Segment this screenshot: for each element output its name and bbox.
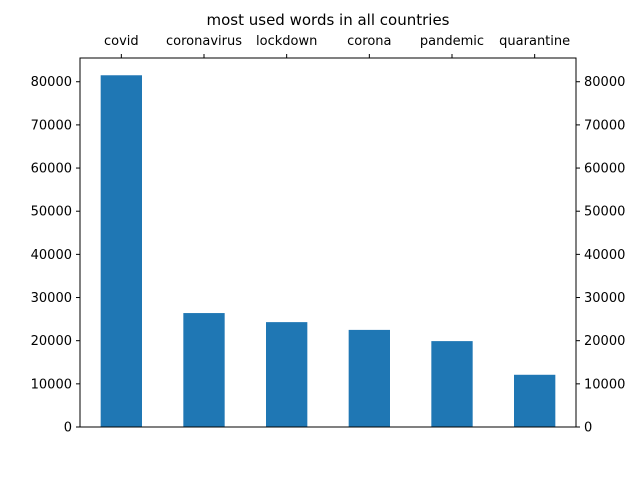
plot-area: covid coronavirus lockdown corona pandemic qu… <box>31 34 626 436</box>
bar-pandemic <box>431 341 473 427</box>
y-tick-label-right-30000: 30000 <box>584 291 625 306</box>
y-tick-label-left-20000: 20000 <box>31 334 72 349</box>
y-tick-label-right-70000: 70000 <box>584 118 625 133</box>
y-tick-label-left-30000: 30000 <box>31 291 72 306</box>
chart-title: most used words in all countries <box>207 11 450 29</box>
y-tick-label-left-40000: 40000 <box>31 248 72 263</box>
y-tick-label-left-70000: 70000 <box>31 118 72 133</box>
x-tick-label-pandemic: pandemic <box>420 34 484 49</box>
x-tick-label-corona: corona <box>347 34 391 49</box>
bar-corona <box>348 329 390 427</box>
bar-quarantine <box>514 374 556 427</box>
bar-coronavirus <box>183 313 225 427</box>
bar-lockdown <box>266 322 308 427</box>
bar-covid <box>100 75 142 428</box>
y-tick-label-left-60000: 60000 <box>31 162 72 177</box>
x-tick-label-quarantine: quarantine <box>499 34 570 49</box>
y-tick-label-left-80000: 80000 <box>31 75 72 90</box>
y-tick-label-right-20000: 20000 <box>584 334 625 349</box>
y-tick-label-left-50000: 50000 <box>31 205 72 220</box>
y-tick-label-right-60000: 60000 <box>584 162 625 177</box>
plot-frame <box>79 57 577 428</box>
y-tick-label-right-0: 0 <box>584 421 592 436</box>
y-tick-label-right-40000: 40000 <box>584 248 625 263</box>
x-tick-label-covid: covid <box>104 34 139 49</box>
x-tick-label-coronavirus: coronavirus <box>166 34 242 49</box>
y-tick-label-left-10000: 10000 <box>31 377 72 392</box>
y-tick-label-right-50000: 50000 <box>584 205 625 220</box>
y-tick-label-right-10000: 10000 <box>584 377 625 392</box>
y-tick-label-right-80000: 80000 <box>584 75 625 90</box>
x-tick-label-lockdown: lockdown <box>256 34 317 49</box>
y-tick-label-left-0: 0 <box>64 421 72 436</box>
